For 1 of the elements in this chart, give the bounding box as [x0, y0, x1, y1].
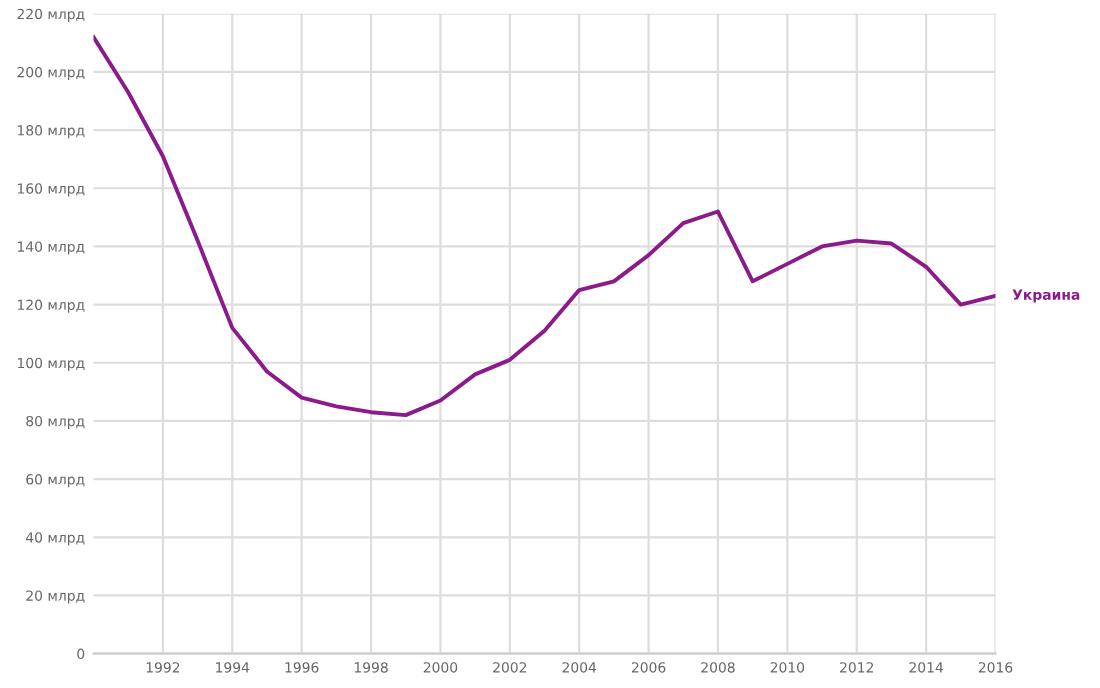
line-series	[93, 35, 996, 418]
